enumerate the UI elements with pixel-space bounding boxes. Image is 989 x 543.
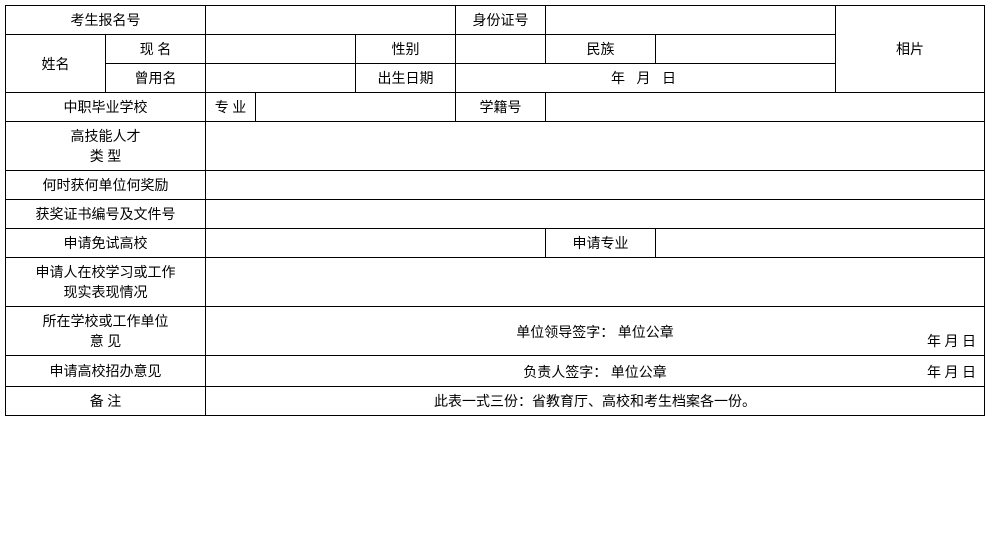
- label-gender: 性别: [356, 35, 456, 64]
- label-remark: 备 注: [6, 387, 206, 416]
- label-talent-type-l1: 高技能人才: [8, 126, 203, 146]
- label-former-name: 曾用名: [106, 64, 206, 93]
- label-name: 姓名: [6, 35, 106, 93]
- label-study-work-l2: 现实表现情况: [8, 282, 203, 302]
- admission-sig-date: 年 月 日: [927, 362, 976, 382]
- label-birth-date: 出生日期: [356, 64, 456, 93]
- value-remark: 此表一式三份：省教育厅、高校和考生档案各一份。: [206, 387, 985, 416]
- value-admission-opinion[interactable]: 负责人签字： 单位公章 年 月 日: [206, 356, 985, 387]
- label-id-no: 身份证号: [456, 6, 546, 35]
- label-unit-opinion: 所在学校或工作单位 意 见: [6, 307, 206, 356]
- value-id-no[interactable]: [546, 6, 836, 35]
- label-student-no: 学籍号: [456, 93, 546, 122]
- label-unit-opinion-l2: 意 见: [8, 331, 203, 351]
- label-award-when: 何时获何单位何奖励: [6, 171, 206, 200]
- value-apply-school[interactable]: [206, 229, 546, 258]
- value-major[interactable]: [256, 93, 456, 122]
- value-exam-reg-no[interactable]: [206, 6, 456, 35]
- application-form-table: 考生报名号 身份证号 相片 姓名 现 名 性别 民族 曾用名 出生日期 年 月 …: [5, 5, 985, 416]
- label-admission-opinion: 申请高校招办意见: [6, 356, 206, 387]
- label-talent-type-l2: 类 型: [8, 146, 203, 166]
- label-award-cert: 获奖证书编号及文件号: [6, 200, 206, 229]
- value-study-work[interactable]: [206, 258, 985, 307]
- value-gender[interactable]: [456, 35, 546, 64]
- label-current-name: 现 名: [106, 35, 206, 64]
- value-ethnicity[interactable]: [656, 35, 836, 64]
- value-award-cert[interactable]: [206, 200, 985, 229]
- label-unit-opinion-l1: 所在学校或工作单位: [8, 311, 203, 331]
- unit-sig-date: 年 月 日: [927, 331, 976, 351]
- label-apply-major: 申请专业: [546, 229, 656, 258]
- label-major: 专 业: [206, 93, 256, 122]
- unit-sig-line: 单位领导签字： 单位公章: [208, 322, 982, 342]
- photo-cell[interactable]: 相片: [836, 6, 985, 93]
- value-birth-date[interactable]: 年 月 日: [456, 64, 836, 93]
- admission-sig-line: 负责人签字： 单位公章: [208, 362, 982, 382]
- label-exam-reg-no: 考生报名号: [6, 6, 206, 35]
- value-current-name[interactable]: [206, 35, 356, 64]
- label-apply-school: 申请免试高校: [6, 229, 206, 258]
- label-talent-type: 高技能人才 类 型: [6, 122, 206, 171]
- label-study-work: 申请人在校学习或工作 现实表现情况: [6, 258, 206, 307]
- value-unit-opinion[interactable]: 单位领导签字： 单位公章 年 月 日: [206, 307, 985, 356]
- value-apply-major[interactable]: [656, 229, 985, 258]
- label-grad-school: 中职毕业学校: [6, 93, 206, 122]
- value-talent-type[interactable]: [206, 122, 985, 171]
- value-former-name[interactable]: [206, 64, 356, 93]
- value-student-no[interactable]: [546, 93, 985, 122]
- label-ethnicity: 民族: [546, 35, 656, 64]
- label-study-work-l1: 申请人在校学习或工作: [8, 262, 203, 282]
- value-award-when[interactable]: [206, 171, 985, 200]
